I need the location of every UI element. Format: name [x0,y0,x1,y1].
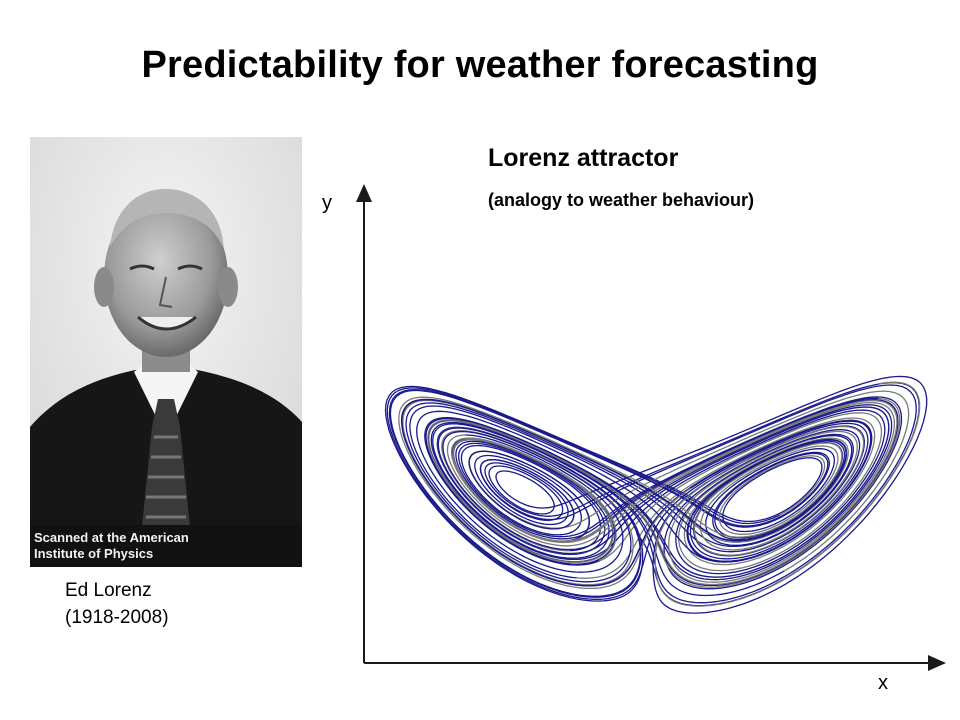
trajectory-segment [402,399,876,586]
portrait-illustration [30,137,302,567]
trajectory-segment [409,396,903,590]
photo-credit: Scanned at the American Institute of Phy… [30,525,302,567]
trajectory-segment [400,398,873,587]
trajectory-segment [398,381,921,607]
y-axis-label: y [322,192,332,214]
trajectory-segment [386,387,869,600]
attractor-trajectory [384,375,928,614]
trajectory-segment [446,401,896,583]
trajectory-segment [427,399,898,586]
trajectory-segment [389,389,890,597]
trajectory-segment [384,385,853,602]
x-axis-label: x [878,672,888,694]
trajectory-segment [405,402,886,597]
trajectory-segment [425,404,893,583]
portrait-photo: Scanned at the American Institute of Phy… [30,137,302,567]
attractor-title: Lorenz attractor [488,144,679,172]
slide-title: Predictability for weather forecasting [141,44,819,86]
caption-years: (1918-2008) [65,607,169,628]
attractor-subtitle: (analogy to weather behaviour) [488,190,755,210]
caption-name: Ed Lorenz [65,580,152,601]
portrait-caption: Ed Lorenz (1918-2008) [65,577,169,631]
